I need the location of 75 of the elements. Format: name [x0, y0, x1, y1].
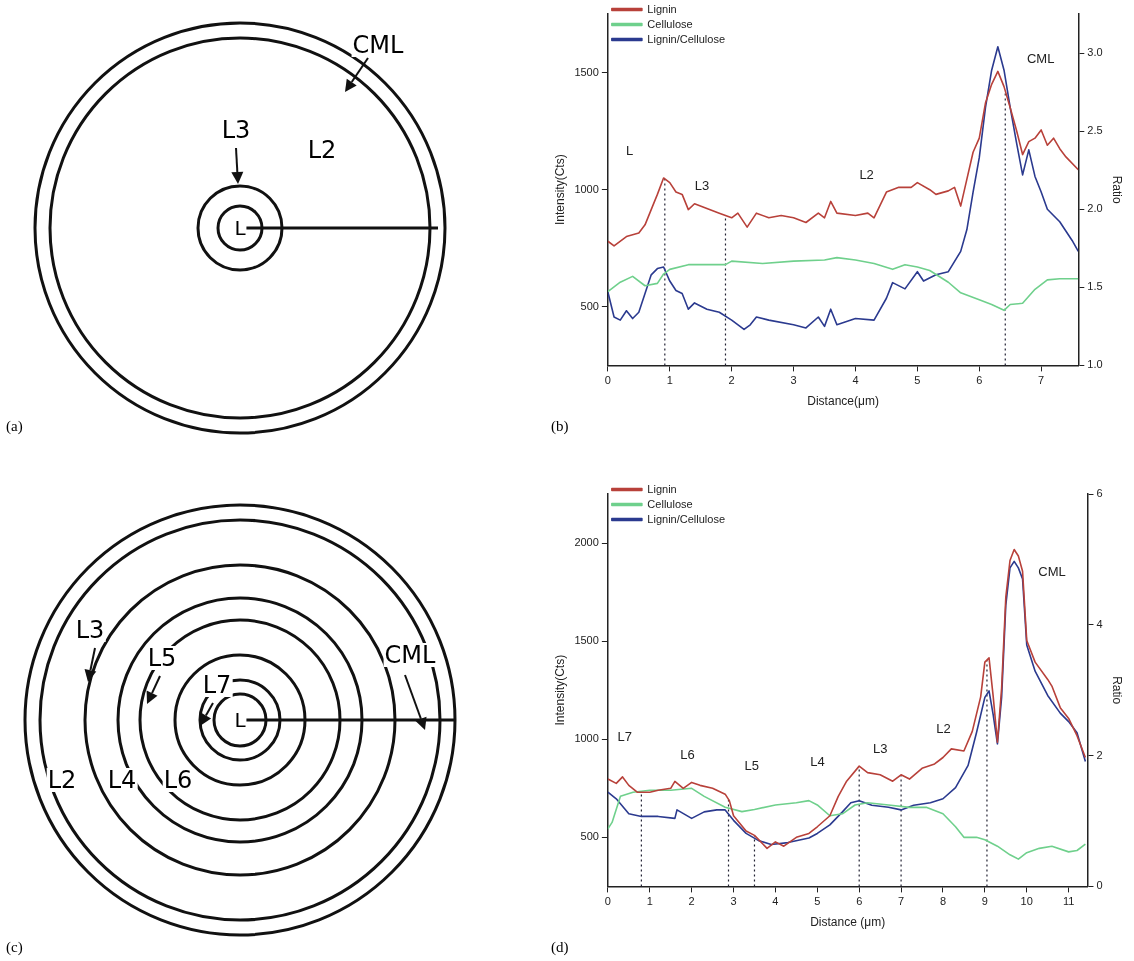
text: L7	[201, 671, 233, 699]
legend-label: Lignin	[647, 2, 677, 15]
legend-label: Lignin	[647, 482, 677, 495]
y-tick-label: 2000	[574, 536, 599, 549]
annotation: CML	[1026, 51, 1055, 67]
x-tick-label: 11	[1062, 895, 1075, 908]
annotation: L2	[936, 721, 951, 737]
text: CML	[351, 31, 405, 59]
y-tick-label: 1500	[574, 634, 599, 647]
y2-axis-title: Ratio	[1110, 175, 1125, 205]
text: L	[233, 216, 247, 240]
annotation: CML	[1038, 564, 1066, 580]
x-tick-label: 6	[976, 374, 983, 387]
text: L3	[220, 116, 252, 144]
x-tick-label: 2	[688, 895, 695, 908]
annotation: L6	[680, 746, 695, 762]
y2-axis-title: Ratio	[1110, 676, 1125, 705]
text: L	[233, 708, 247, 732]
x-tick-label: 5	[914, 374, 921, 387]
x-tick-label: 9	[981, 895, 988, 908]
annotation: L3	[694, 177, 710, 193]
text: (d)	[551, 939, 569, 956]
x-tick-label: 6	[856, 895, 863, 908]
y-tick-label: 1500	[574, 65, 599, 78]
x-tick-label: 1	[666, 374, 673, 387]
legend-label: Cellulose	[647, 17, 693, 30]
y-tick-label: 500	[580, 830, 599, 843]
legend-label: Cellulose	[647, 497, 693, 510]
annotation: L3	[873, 740, 888, 756]
text: L5	[146, 644, 178, 672]
x-tick-label: 2	[728, 374, 735, 387]
annotation: L	[625, 142, 634, 158]
x-tick-label: 3	[730, 895, 737, 908]
y-axis-title: Intensity(Cts)	[552, 154, 567, 226]
y2-tick-label: 1.5	[1087, 280, 1103, 293]
x-tick-label: 5	[814, 895, 821, 908]
annotation: L5	[744, 758, 759, 774]
text: L4	[106, 766, 138, 794]
x-tick-label: 8	[939, 895, 947, 908]
x-tick-label: 0	[604, 374, 611, 387]
text: L2	[46, 766, 78, 794]
text: (a)	[6, 418, 23, 435]
y2-tick-label: 6	[1096, 487, 1103, 500]
y-tick-label: 1000	[574, 182, 599, 195]
annotation: L4	[810, 754, 825, 770]
text: CML	[383, 641, 437, 669]
y-axis-title: Intensity(Cts)	[552, 654, 567, 726]
y2-tick-label: 0	[1096, 879, 1103, 892]
legend-label: Lignin/Cellulose	[647, 32, 726, 45]
y2-tick-label: 1.0	[1087, 358, 1103, 371]
text: (c)	[6, 939, 23, 956]
y2-tick-label: 2	[1096, 748, 1103, 761]
text: L2	[306, 136, 338, 164]
annotation: L7	[617, 728, 632, 744]
x-tick-label: 7	[1038, 374, 1045, 387]
x-axis-title: Distance(μm)	[807, 394, 879, 409]
x-tick-label: 4	[772, 895, 779, 908]
y-tick-label: 1000	[574, 732, 599, 745]
y2-tick-label: 4	[1096, 617, 1103, 630]
y-tick-label: 500	[580, 299, 599, 312]
x-tick-label: 4	[852, 374, 859, 387]
x-tick-label: 0	[604, 895, 611, 908]
x-tick-label: 1	[646, 895, 653, 908]
annotation: L2	[859, 167, 874, 183]
x-tick-label: 10	[1020, 895, 1033, 908]
y2-tick-label: 2.0	[1087, 202, 1103, 215]
text: (b)	[551, 418, 569, 435]
text: L3	[74, 616, 106, 644]
x-tick-label: 3	[790, 374, 797, 387]
x-tick-label: 7	[898, 895, 905, 908]
y2-tick-label: 3.0	[1087, 46, 1103, 59]
legend-label: Lignin/Cellulose	[647, 512, 726, 525]
x-axis-title: Distance (μm)	[810, 915, 886, 930]
y2-tick-label: 2.5	[1087, 124, 1103, 137]
text: L6	[162, 766, 194, 794]
